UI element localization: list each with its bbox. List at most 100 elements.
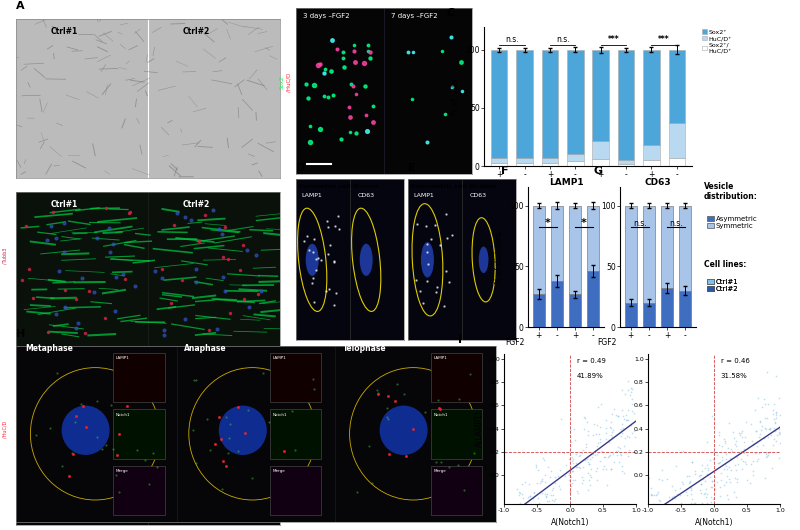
Point — [590, 466, 602, 475]
Point — [563, 471, 576, 479]
Text: n.s.: n.s. — [670, 219, 683, 228]
Point — [566, 457, 579, 466]
Point — [546, 490, 559, 499]
Y-axis label: % of divisions: % of divisions — [494, 231, 504, 284]
Point — [622, 416, 635, 424]
Point — [546, 496, 558, 504]
Point — [720, 462, 733, 470]
Point — [699, 493, 712, 501]
Point — [756, 402, 769, 411]
Point — [666, 505, 678, 514]
Point — [737, 457, 750, 465]
Point — [616, 466, 629, 475]
Point — [721, 491, 734, 499]
Point — [725, 465, 738, 474]
Point — [702, 466, 714, 474]
Point — [741, 450, 754, 459]
Point — [727, 488, 740, 497]
Point — [760, 452, 773, 460]
Point — [749, 449, 762, 457]
Point — [689, 499, 702, 508]
Point — [750, 438, 763, 446]
Point — [699, 489, 712, 497]
Bar — [669, 50, 685, 123]
Point — [642, 505, 655, 514]
Point — [750, 427, 762, 435]
Point — [566, 453, 578, 461]
Point — [529, 505, 542, 514]
Point — [690, 505, 703, 514]
Point — [591, 420, 604, 429]
Bar — [542, 163, 558, 166]
Point — [604, 465, 617, 474]
Text: ***: *** — [658, 34, 670, 43]
Point — [770, 411, 782, 419]
Text: Merge: Merge — [272, 469, 285, 473]
Point — [581, 455, 594, 463]
Point — [541, 500, 554, 509]
Point — [762, 432, 774, 441]
Point — [530, 461, 542, 469]
Bar — [618, 164, 634, 166]
Point — [616, 405, 629, 414]
Point — [554, 505, 567, 513]
Point — [616, 462, 629, 471]
Point — [524, 495, 537, 504]
Point — [693, 472, 706, 480]
Point — [698, 464, 711, 472]
Point — [500, 505, 513, 514]
Point — [599, 428, 612, 437]
Point — [519, 505, 532, 514]
Point — [722, 419, 735, 428]
Point — [545, 491, 558, 499]
Point — [706, 482, 718, 491]
Point — [583, 460, 596, 468]
Point — [730, 442, 743, 450]
Point — [718, 436, 731, 445]
Text: Ctrl#1: Ctrl#1 — [50, 27, 78, 36]
FancyBboxPatch shape — [113, 352, 165, 402]
Point — [534, 479, 546, 487]
Point — [502, 505, 515, 514]
Point — [530, 505, 543, 514]
Point — [652, 488, 665, 496]
Point — [573, 452, 586, 461]
Point — [542, 462, 554, 471]
Point — [612, 443, 625, 451]
Point — [603, 436, 616, 444]
Point — [723, 454, 736, 462]
Text: 3 days –FGF2: 3 days –FGF2 — [303, 13, 350, 19]
Point — [565, 479, 578, 487]
Text: LAMP1: LAMP1 — [414, 193, 434, 198]
Point — [586, 431, 599, 440]
Point — [673, 504, 686, 513]
Point — [513, 491, 526, 499]
Point — [576, 479, 589, 488]
Point — [665, 505, 678, 514]
Bar — [643, 206, 655, 303]
Point — [582, 431, 594, 439]
Point — [694, 480, 707, 489]
Point — [542, 505, 555, 514]
Point — [713, 440, 726, 449]
Point — [696, 460, 709, 469]
Point — [688, 498, 701, 507]
Point — [747, 440, 760, 448]
Point — [596, 464, 609, 473]
Point — [514, 505, 526, 514]
Point — [507, 505, 520, 514]
Point — [540, 490, 553, 499]
Point — [539, 505, 552, 514]
Point — [730, 437, 743, 446]
Point — [685, 484, 698, 493]
Point — [670, 501, 683, 509]
Text: FGF2: FGF2 — [474, 184, 493, 193]
Point — [539, 471, 552, 480]
Point — [645, 490, 658, 498]
Point — [514, 505, 527, 514]
Point — [516, 490, 529, 498]
Point — [522, 505, 534, 514]
Point — [504, 505, 517, 514]
Point — [736, 465, 749, 473]
Point — [706, 412, 718, 420]
